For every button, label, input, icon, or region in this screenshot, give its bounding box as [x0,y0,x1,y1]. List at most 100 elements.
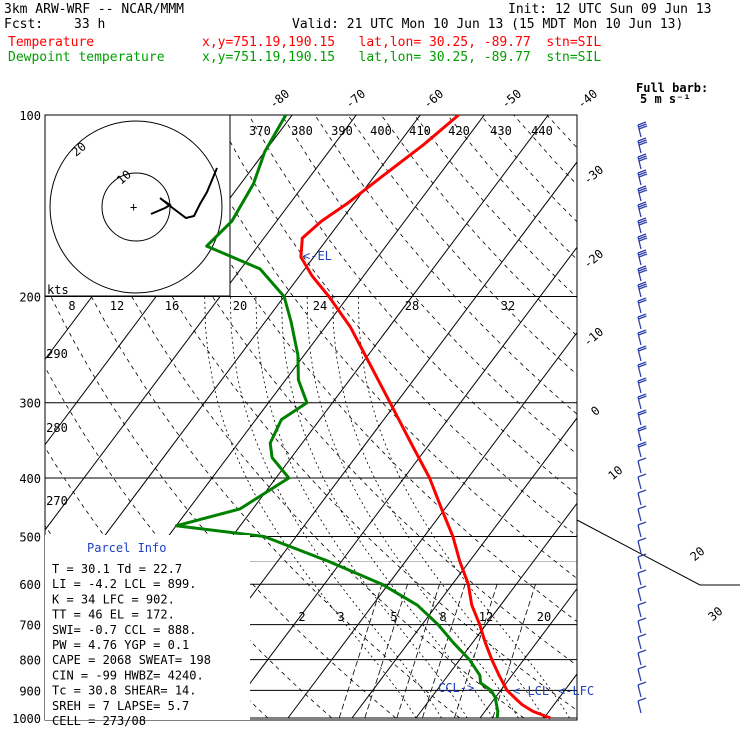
wind-barb-flag [637,169,647,174]
parcel-info-row: Tc = 30.8 SHEAR= 14. [52,684,197,698]
wind-barb [637,521,647,538]
wind-barb-staff [637,604,642,618]
wind-barb-flag [638,155,647,160]
wind-barb-flag [638,203,647,208]
wind-barb-flag [637,345,647,350]
wind-barb-flag [637,649,647,654]
wind-barb-flag [637,473,647,478]
dry-adiabat [380,115,577,337]
wind-barb-flag [637,617,647,622]
wind-barb-staff [637,572,642,586]
wind-speed-label: 20 [233,299,247,313]
wind-barb [637,217,648,234]
hodograph-frame [44,114,231,297]
wind-barb-flag [638,205,648,210]
temperature-line [299,115,551,720]
pressure-tick-label: 900 [19,684,41,698]
parcel-info-row: T = 30.1 Td = 22.7 [52,562,182,576]
pressure-tick-label: 400 [19,472,41,486]
wind-barb-staff [637,588,642,602]
parcel-info-rows: T = 30.1 Td = 22.7LI = -4.2 LCL = 899.K … [52,562,211,728]
dry-adiabat [45,194,461,719]
wind-barb-flag [638,187,647,192]
wind-barb-flag [638,125,648,130]
isotherm-label: 10 [605,463,625,483]
moist-adiabat [281,296,494,719]
wind-barb-staff [637,652,642,666]
wind-barb-flag [638,269,648,274]
wind-barb [637,585,647,602]
wind-barb [637,281,648,298]
wind-barb [637,633,647,650]
wind-barb-flag [638,395,647,400]
wind-barb-flag [638,157,648,162]
parcel-info-panel [45,535,250,720]
wind-barb-flag [637,569,647,574]
dry-adiabat [182,115,577,579]
parcel-info-row: CELL = 273/08 [52,714,146,728]
wind-barb-flag [638,219,647,224]
parcel-info-row: TT = 46 EL = 172. [52,608,175,622]
pressure-tick-label: 700 [19,619,41,633]
wind-barb [637,617,647,634]
theta-label: 410 [409,124,431,138]
dewpoint-legend: Dewpoint temperature [8,50,165,65]
wind-barb-flag [637,633,647,638]
wind-barb-flag [638,379,647,384]
isotherm [672,115,740,718]
wind-barb [637,121,648,138]
parcel-info-row: CAPE = 2068 SWEAT= 198 [52,653,211,667]
wind-barb-flag [637,409,647,414]
wind-barb-flag [637,489,647,494]
moist-adiabat [229,296,442,719]
wind-barb [637,377,647,394]
dry-adiabat [347,115,577,376]
parcel-info-row: K = 34 LFC = 902. [52,592,175,606]
wind-barb-flag [637,233,647,238]
mixing-ratio-line [396,584,440,719]
wind-barb [637,681,647,698]
wind-barb-flag [637,329,647,334]
wind-barb [637,473,647,490]
el-marker: <-EL [303,249,332,263]
dry-adiabat [82,115,577,711]
wind-barb-flag [638,267,647,272]
isotherm-label: -10 [581,325,607,350]
isotherm [287,331,577,719]
pressure-tick-label: 1000 [12,712,41,726]
wind-barb [637,553,647,570]
wind-speed-label: 32 [501,299,515,313]
init-time: Init: 12 UTC Sun 09 Jun 13 [508,2,712,17]
wind-barb-flag [637,217,647,222]
wind-barb-flag [637,201,647,206]
wind-barb-title: Full barb: [636,81,708,95]
dry-adiabat [580,115,740,718]
wind-speed-label: 24 [313,299,327,313]
wind-barb [637,697,647,714]
lfc-marker: <-LFC [558,684,594,698]
wind-barb-flag [637,121,647,126]
wind-barb [637,361,647,378]
dry-adiabat [447,115,577,260]
wind-speed-label: 8 [68,299,75,313]
wind-barb [637,329,647,346]
wind-barb [637,233,648,250]
wind-barb-flag [637,665,647,670]
wind-barb [637,201,648,218]
wind-barb [637,537,647,554]
parcel-info-row: LI = -4.2 LCL = 899. [52,577,197,591]
wind-barb-flag [637,361,647,366]
pressure-tick-label: 600 [19,578,41,592]
wind-barb-flag [637,425,647,430]
wind-barb [637,457,647,474]
moist-adiabat [306,296,519,719]
isotherm-label: -30 [581,163,607,188]
wind-barb [637,345,647,362]
wind-barb-flag [638,237,648,242]
mixing-ratio-line [338,584,383,719]
wind-barb-flag [637,537,647,542]
wind-barb-flag [638,331,647,336]
dry-adiabat [115,115,577,666]
wind-barb-flag [638,253,648,258]
